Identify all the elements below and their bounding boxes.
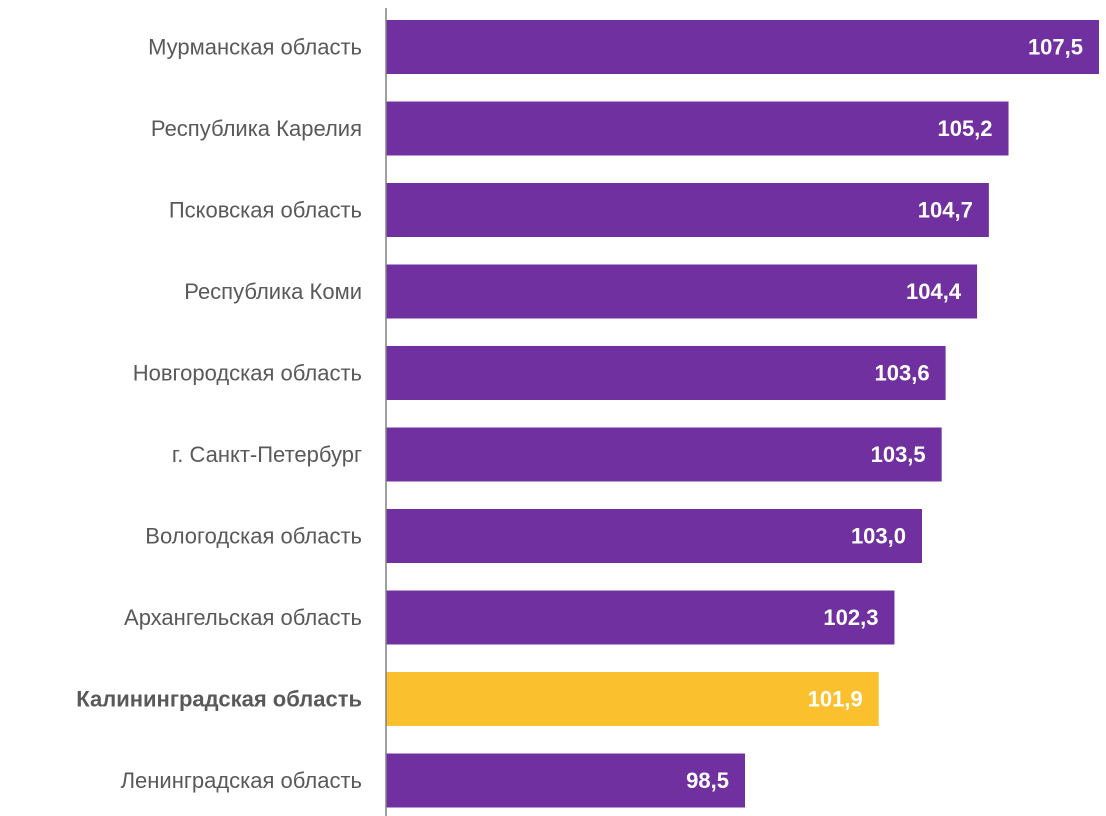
category-label: Калининградская область — [76, 687, 362, 712]
category-labels-group: Мурманская область Республика Карелия Пско… — [76, 35, 362, 794]
data-label: 104,4 — [906, 279, 962, 304]
data-label: 104,7 — [918, 198, 973, 223]
data-label: 103,0 — [851, 524, 906, 549]
data-label: 107,5 — [1028, 35, 1083, 60]
bar — [386, 672, 879, 726]
bars-group — [386, 20, 1099, 808]
data-label: 101,9 — [808, 687, 863, 712]
bar — [386, 101, 1009, 156]
data-label: 103,5 — [871, 442, 926, 467]
category-label: Республика Карелия — [151, 116, 362, 141]
category-label: Мурманская область — [148, 35, 362, 60]
bar — [386, 427, 942, 482]
value-labels-group: 107,5 105,2 104,7 104,4 103,6 103,5 103,0 102,3… — [686, 35, 1083, 794]
bar — [386, 590, 895, 645]
category-label: г. Санкт-Петербург — [172, 442, 362, 467]
data-label: 102,3 — [823, 605, 878, 630]
category-label: Вологодская область — [145, 524, 362, 549]
data-label: 105,2 — [937, 116, 992, 141]
bar — [386, 753, 745, 808]
category-label: Псковская область — [169, 198, 362, 223]
bar — [386, 346, 946, 400]
bar — [386, 509, 922, 563]
bar — [386, 20, 1099, 74]
data-label: 103,6 — [875, 361, 930, 386]
category-label: Архангельская область — [124, 605, 362, 630]
bar — [386, 264, 978, 319]
category-label: Новгородская область — [133, 361, 362, 386]
bar — [386, 183, 989, 237]
data-label: 98,5 — [686, 768, 729, 793]
category-label: Республика Коми — [184, 279, 362, 304]
category-label: Ленинградская область — [121, 768, 362, 793]
